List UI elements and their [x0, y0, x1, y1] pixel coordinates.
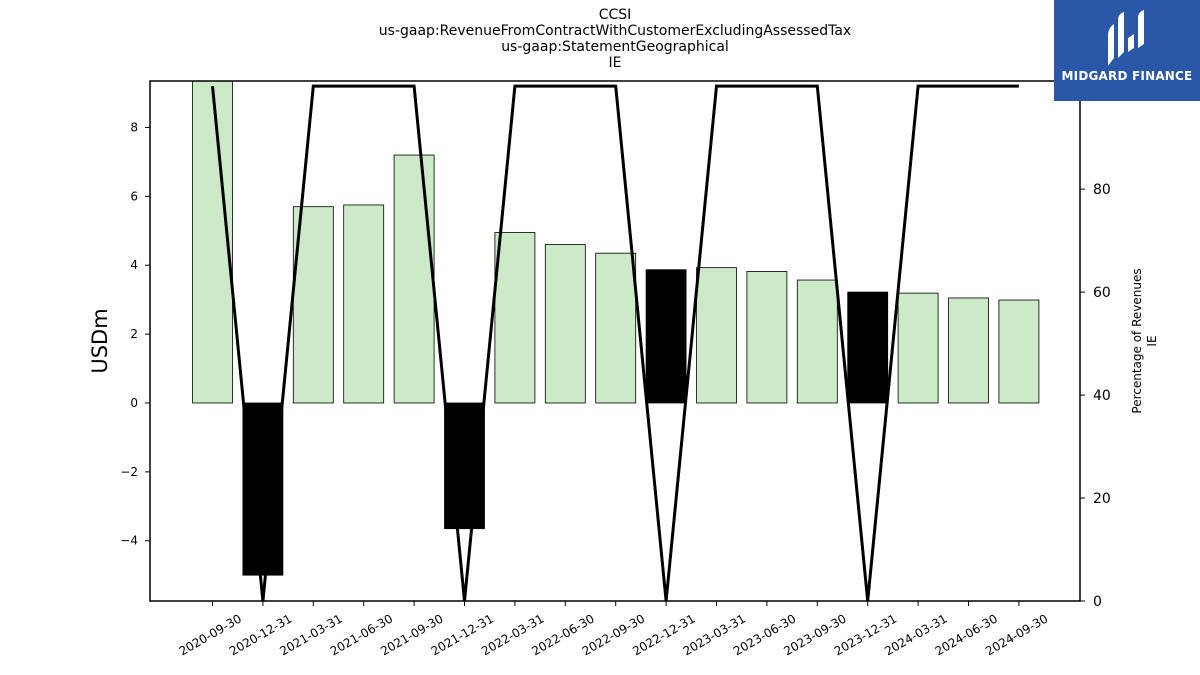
y2-tick-label: 0	[1093, 594, 1102, 610]
bar-2020-09-30	[192, 80, 233, 404]
y2-axis-label-line-1: Percentage of Revenues	[1130, 268, 1144, 413]
y-tick-label: 8	[130, 120, 138, 134]
bar-2023-12-31	[847, 291, 889, 404]
y-tick-label: −2	[120, 465, 138, 479]
bar-2024-06-30	[948, 297, 989, 404]
chart-title-line-2: us-gaap:RevenueFromContractWithCustomerE…	[378, 23, 852, 39]
bar-2024-09-30	[998, 299, 1040, 404]
x-axis: 2020-09-302020-12-312021-03-312021-06-30…	[177, 601, 1050, 658]
chart-title-line-3: us-gaap:StatementGeographical	[501, 39, 729, 55]
midgard-logo-icon	[1108, 10, 1144, 66]
bar-2021-03-31	[292, 206, 334, 404]
y2-tick-label: 40	[1093, 388, 1111, 404]
bar-series	[192, 80, 1040, 576]
y2-tick-label: 80	[1093, 182, 1111, 198]
percentage-line-series	[211, 84, 1019, 602]
bar-2022-03-31	[494, 232, 536, 404]
y-tick-label: 2	[130, 327, 138, 341]
bar-2024-03-31	[897, 292, 939, 404]
bar-2022-09-30	[595, 252, 637, 404]
y-tick-label: 0	[130, 396, 138, 410]
bar-2021-09-30	[393, 154, 435, 404]
logo-text: MIDGARD FINANCE	[1061, 69, 1193, 83]
plot-frame	[149, 80, 1081, 602]
y-axis-label: USDm	[88, 308, 112, 373]
right-y-axis: 020406080100	[1080, 79, 1120, 610]
y2-axis-label-line-2: IE	[1145, 335, 1159, 346]
percentage-line	[211, 84, 1019, 602]
bar-2022-12-31	[645, 269, 687, 404]
bar-2022-06-30	[544, 244, 586, 404]
y2-tick-label: 20	[1093, 491, 1111, 507]
bar-2020-12-31	[242, 402, 284, 576]
y-tick-label: 4	[130, 258, 138, 272]
y2-tick-label: 60	[1093, 285, 1111, 301]
bar-2023-09-30	[796, 279, 838, 404]
y-tick-label: −4	[120, 534, 138, 548]
left-y-axis: −4 −2 0 2 4 6 8	[120, 120, 150, 548]
chart-title-line-4: IE	[608, 55, 622, 71]
midgard-finance-logo: MIDGARD FINANCE	[1054, 0, 1200, 101]
bar-2023-03-31	[696, 267, 737, 404]
bar-2023-06-30	[746, 271, 788, 404]
y-tick-label: 6	[130, 189, 138, 203]
chart-title-line-1: CCSI	[598, 7, 632, 23]
bar-2021-06-30	[343, 204, 385, 404]
